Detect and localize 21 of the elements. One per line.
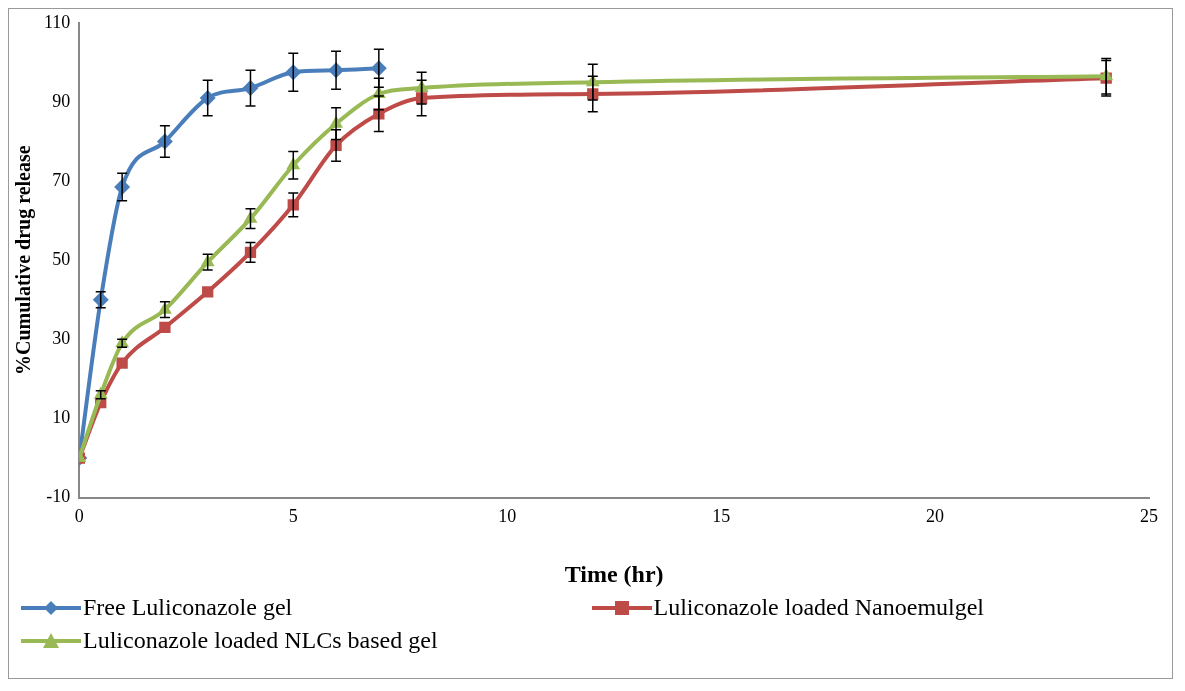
point [116,357,128,369]
legend-label: Luliconazole loaded NLCs based gel [83,627,438,654]
y-tick-label: 50 [52,248,71,269]
y-tick-label: 10 [52,407,71,428]
y-axis-title: %Cumulative drug release [12,145,36,375]
y-tick-label: 90 [52,90,71,111]
x-tick-label: 5 [288,506,298,527]
y-tick-label: 70 [52,169,71,190]
x-tick-label: 0 [74,506,84,527]
point [202,286,214,298]
x-tick-label: 25 [1140,506,1158,527]
x-tick-label: 10 [498,506,517,527]
legend-label: Free Luliconazole gel [83,594,293,621]
x-tick-label: 20 [926,506,945,527]
y-tick-label: 110 [43,11,71,32]
point [159,321,171,334]
x-tick-label: 15 [712,506,731,527]
x-axis-title: Time (hr) [564,560,664,587]
legend-label: Luliconazole loaded Nanoemulgel [653,594,985,621]
y-tick-label: -10 [46,486,71,507]
y-tick-label: 30 [52,328,71,349]
